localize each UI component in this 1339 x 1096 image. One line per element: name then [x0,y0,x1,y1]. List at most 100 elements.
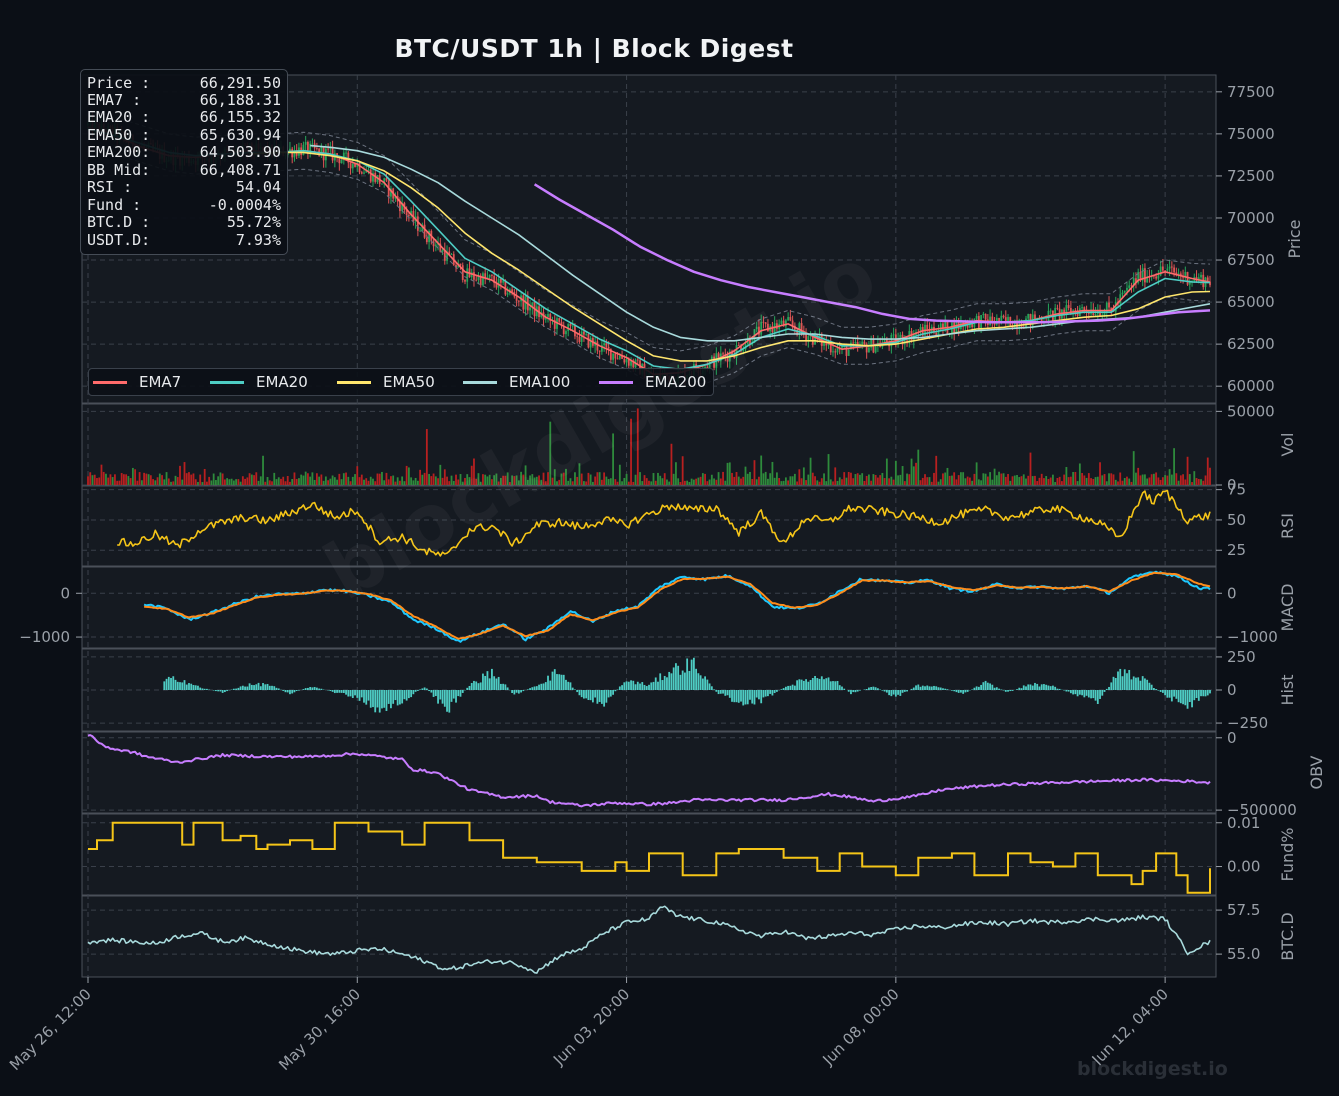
volume-bar [502,475,505,485]
macd-histogram-bar [401,690,404,704]
volume-bar [289,481,291,485]
macd-histogram-bar [928,686,931,690]
macd-histogram-bar [1022,685,1025,690]
macd-histogram-bar [410,690,413,698]
volume-bar [484,474,487,485]
candle-body [1135,278,1137,283]
candle-body [390,188,392,197]
volume-bar [921,477,924,485]
volume-bar [769,473,772,485]
candle-body [345,152,347,154]
macd-histogram-bar [903,690,906,692]
macd-histogram-bar [885,690,888,693]
volume-bar [876,477,879,485]
candle-body [385,178,388,181]
volume-bar [241,476,244,485]
volume-bar [152,479,154,485]
y-tick-label: 57.5 [1227,901,1260,919]
macd-histogram-bar [1105,688,1108,690]
macd-histogram-bar [802,680,805,690]
macd-histogram-bar [899,690,902,696]
volume-bar [809,457,812,485]
volume-bar [993,468,996,485]
volume-bar [275,479,278,485]
volume-bar [632,481,635,485]
macd-histogram-bar [502,683,505,690]
volume-bar [134,469,137,485]
candle-body [1123,290,1126,293]
y-tick-label: 0 [1227,476,1237,494]
volume-bar [239,481,242,485]
volume-bar [1200,479,1202,485]
macd-histogram-bar [865,689,868,690]
volume-bar [850,472,852,485]
volume-bar [1164,475,1167,485]
candle-body [605,343,608,347]
volume-bar [259,476,262,485]
volume-bar [163,479,166,485]
macd-histogram-bar [621,685,623,690]
volume-bar [744,466,747,485]
rsi-line [117,489,1211,557]
volume-bar [915,462,917,485]
macd-histogram-bar [1101,690,1104,696]
volume-bar [349,481,352,485]
macd-histogram-bar [533,686,536,690]
macd-histogram-bar [838,685,841,690]
volume-bar [825,481,828,485]
volume-bar [960,472,962,485]
macd-histogram-bar [872,686,875,690]
macd-histogram-bar [791,684,794,690]
candle-body [486,277,489,279]
volume-bar [1135,472,1137,485]
macd-histogram-bar [405,690,408,701]
candle-body [832,351,834,353]
macd-histogram-bar [594,690,597,698]
volume-bar [497,481,500,485]
candle-body [558,318,561,322]
macd-histogram-bar [735,690,738,703]
volume-bar [208,476,211,485]
macd-histogram-bar [769,690,772,694]
macd-histogram-bar [1081,690,1083,696]
candle-body [1206,277,1209,282]
volume-bar [1204,475,1207,485]
macd-histogram-bar [1056,688,1059,690]
volume-bar [1038,477,1041,485]
macd-histogram-bar [531,687,534,690]
candle-body [1128,285,1131,288]
macd-histogram-bar [773,690,776,694]
macd-histogram-bar [1094,690,1097,701]
macd-histogram-bar [998,688,1000,690]
macd-histogram-bar [780,689,783,690]
macd-histogram-bar [1200,690,1202,697]
volume-bar [800,478,803,485]
macd-histogram-bar [385,690,388,711]
candle-body [935,332,938,336]
candle-body [580,331,583,342]
candle-body [1144,268,1146,283]
volume-bar [764,471,767,485]
macd-histogram-bar [888,690,891,696]
volume-bar [1025,478,1027,485]
candle-body [928,329,931,334]
volume-bar [598,472,601,485]
volume-bar [897,475,899,485]
macd-histogram-bar [585,690,588,699]
candle-body [968,322,971,328]
info-value: 55.72% [226,213,281,231]
y-tick-label: 0 [60,584,70,602]
volume-bar [322,480,325,485]
candle-body [320,147,323,156]
candle-body [609,348,612,360]
volume-bar [798,469,801,485]
macd-histogram-bar [728,690,731,698]
volume-bar [457,479,460,485]
macd-histogram-bar [419,689,422,690]
volume-bar [984,473,987,485]
volume-bar [679,482,682,485]
volume-bar [688,481,691,485]
macd-histogram-bar [856,690,859,692]
candle-body [1013,320,1016,329]
macd-histogram-bar [437,690,439,704]
